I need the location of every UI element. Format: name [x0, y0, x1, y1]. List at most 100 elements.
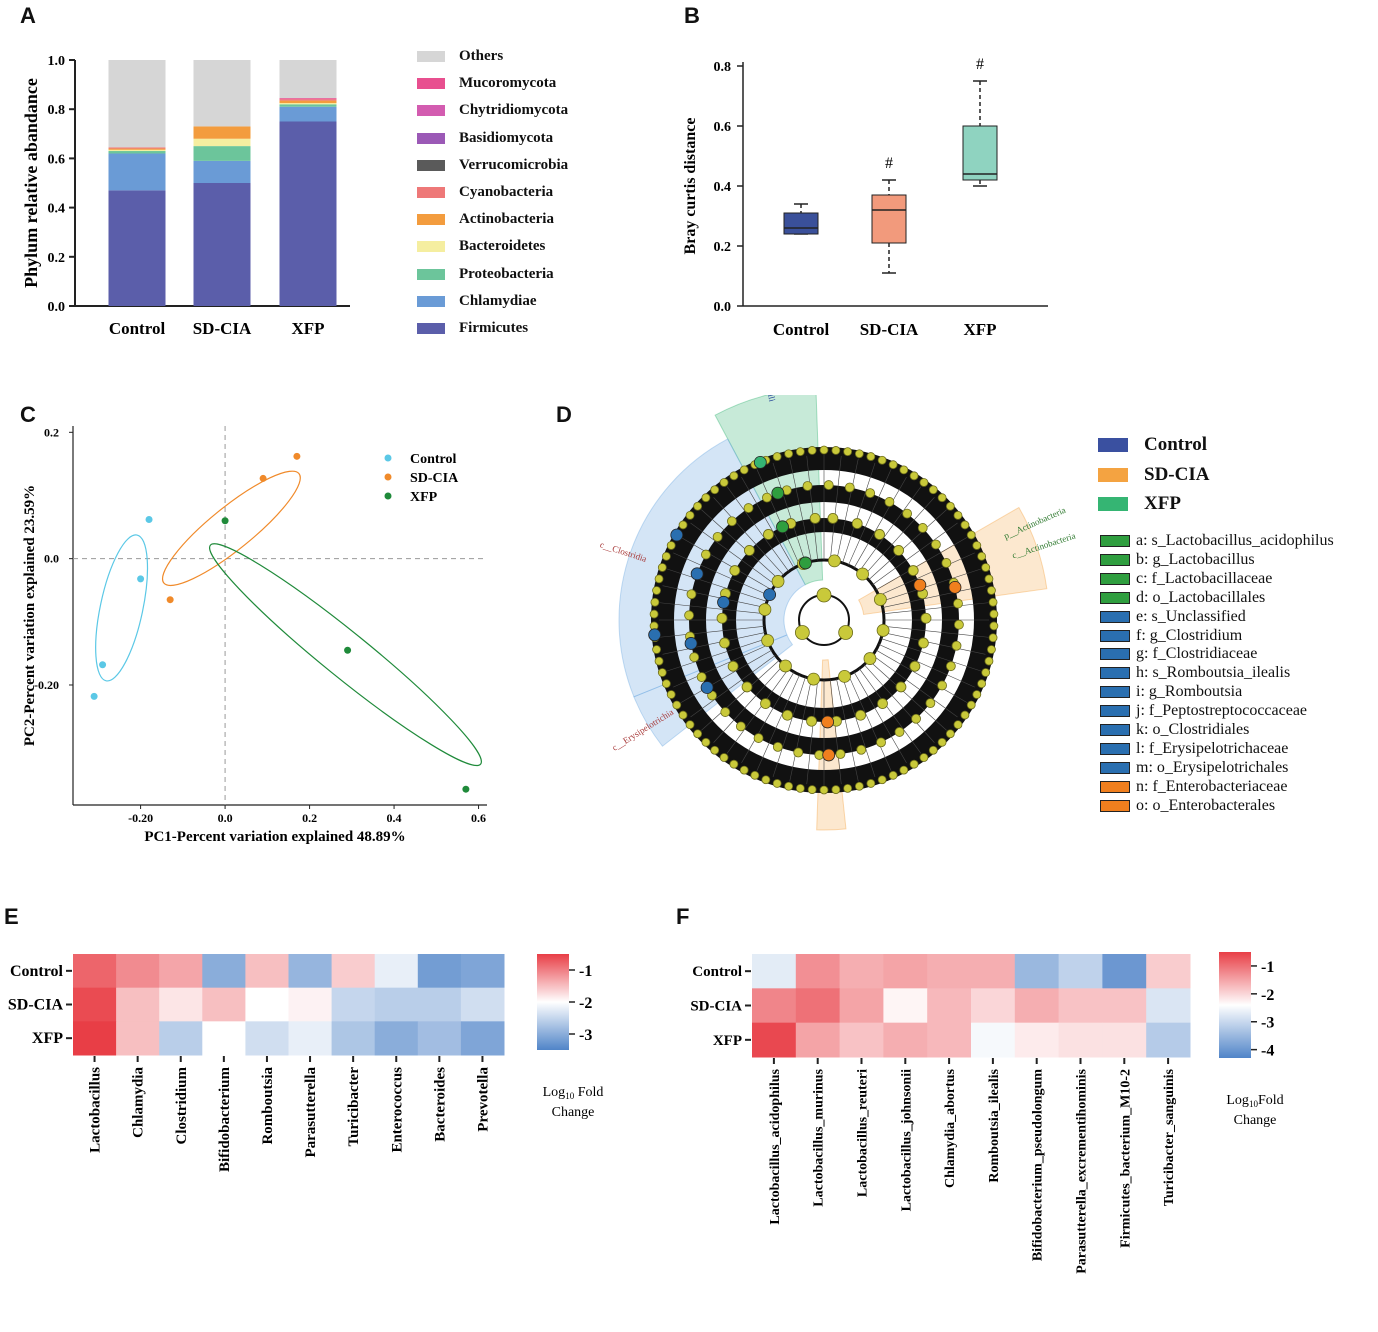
- clado-node: [953, 598, 963, 609]
- bar-segment-control-proteobacteria: [108, 151, 166, 154]
- clado-node: [701, 549, 711, 560]
- heat-cell-xfp-prevotella: [460, 1021, 505, 1056]
- clado-node-leaf: [966, 700, 976, 710]
- clado-node: [802, 481, 813, 491]
- clado-node-leaf: [701, 493, 711, 503]
- clado-node-leaf: [866, 452, 876, 461]
- clado-branch: [836, 678, 859, 782]
- clado-node: [753, 733, 764, 743]
- clado-node: [851, 518, 863, 529]
- row-label: SD-CIA: [690, 999, 742, 1015]
- cladogram-taxa-legend: a: s_Lactobacillus_acidophilus b: g_Lacto…: [1100, 532, 1378, 832]
- legend-label: h: s_Romboutsia_ilealis: [1136, 664, 1291, 682]
- legend-label: l: f_Erysipelotrichaceae: [1136, 739, 1289, 757]
- clado-node-leaf: [719, 753, 729, 762]
- clado-node-leaf: [854, 449, 864, 459]
- clado-node: [902, 508, 913, 519]
- clado-node-leaf: [909, 471, 919, 481]
- bar-segment-xfp-others: [279, 60, 337, 99]
- bar-segment-control-others: [108, 60, 166, 148]
- clado-biomarker-node: [648, 628, 662, 642]
- heat-cell-control-romboutsia: [245, 954, 289, 989]
- legend-label: m: o_Erysipelotrichales: [1136, 758, 1289, 776]
- clado-node-leaf: [831, 446, 841, 455]
- col-label: Bifidobacterium: [217, 1067, 233, 1172]
- clado-node: [954, 619, 964, 630]
- legend-a: Others Mucoromycota Chytridiomycota Basidio…: [417, 48, 617, 338]
- clado-node-leaf: [661, 679, 671, 689]
- clado-branch: [713, 664, 785, 743]
- clado-node: [937, 680, 947, 691]
- legend-label: f: g_Clostridium: [1136, 626, 1243, 644]
- colorbar-label-log: Log: [543, 1085, 566, 1100]
- clado-node-leaf: [750, 770, 760, 780]
- y-axis-label: Phylum relative abandance: [21, 78, 41, 288]
- clado-node: [793, 747, 804, 758]
- clado-node: [931, 539, 941, 550]
- taxon-legend-d: d: o_Lactobacillales: [1100, 589, 1265, 607]
- clado-node: [763, 529, 774, 540]
- legend-label: Bacteroidetes: [459, 238, 546, 255]
- heat-cell-xfp-turicibacter: [331, 1021, 376, 1056]
- clado-node-leaf: [739, 465, 749, 475]
- clado-branch: [680, 537, 773, 591]
- col-label: Romboutsia_ilealis: [987, 1068, 1002, 1182]
- clado-node-leaf: [945, 501, 955, 511]
- legend-swatch: [1100, 535, 1130, 547]
- taxon-legend-k: k: o_Clostridiales: [1100, 721, 1249, 739]
- heat-cell-control-turicibacter: [331, 954, 376, 989]
- legend-swatch: [1098, 438, 1128, 452]
- legend-item-actinobacteria: Actinobacteria: [417, 211, 554, 228]
- clado-biomarker-node: [684, 637, 698, 650]
- legend-label: a: s_Lactobacillus_acidophilus: [1136, 532, 1334, 549]
- heat-cell-sd-cia-firmicutes-bacterium-m10-2: [1102, 988, 1147, 1024]
- colorbar-label-line2: Change: [552, 1105, 595, 1120]
- clado-node-leaf: [937, 737, 947, 747]
- colorbar-tick-label: -2: [579, 995, 592, 1012]
- clado-branch: [806, 455, 819, 561]
- clado-node-leaf: [854, 781, 864, 791]
- clado-node-leaf: [657, 563, 667, 572]
- clado-node-leaf: [928, 745, 938, 755]
- clado-node: [873, 593, 887, 606]
- legend-swatch: [417, 78, 445, 90]
- clado-node: [727, 660, 739, 672]
- clado-node-leaf: [843, 447, 853, 457]
- clado-node-leaf: [919, 753, 929, 762]
- heat-cell-sd-cia-clostridium: [159, 987, 203, 1022]
- legend-swatch: [1100, 648, 1130, 661]
- y-tick-label: 0.2: [714, 240, 732, 255]
- clado-branch: [789, 678, 812, 782]
- heat-cell-control-turicibacter-sanguinis: [1146, 954, 1191, 989]
- bar-segment-sd-cia-firmicutes: [193, 183, 251, 306]
- legend-label: Proteobacteria: [459, 265, 554, 282]
- legend-label: d: o_Lactobacillales: [1136, 588, 1266, 606]
- clado-node-leaf: [649, 609, 659, 619]
- bar-segment-xfp-chlamydiae: [279, 106, 337, 122]
- heat-cell-sd-cia-romboutsia: [245, 987, 289, 1022]
- clado-biomarker-node: [821, 715, 834, 729]
- clado-node-leaf: [772, 452, 782, 461]
- col-label: Bacteroides: [432, 1067, 448, 1142]
- clado-node-leaf: [795, 447, 805, 457]
- clado-branch: [756, 469, 800, 566]
- clado-node-leaf: [784, 781, 794, 791]
- heat-cell-sd-cia-romboutsia-ilealis: [971, 988, 1016, 1024]
- colorbar: [537, 954, 569, 1050]
- clado-node-leaf: [972, 690, 982, 699]
- legend-marker-sd-cia: [384, 473, 392, 481]
- clado-branch: [875, 649, 968, 703]
- heat-cell-xfp-chlamydia-abortus: [927, 1022, 972, 1058]
- legend-label: j: f_Peptostreptococcaceae: [1136, 702, 1308, 720]
- clado-node-leaf: [960, 520, 970, 530]
- legend-item-chlamydiae: Chlamydiae: [417, 293, 537, 310]
- clado-branch: [883, 602, 989, 615]
- clado-node-leaf: [654, 656, 664, 666]
- clado-node-leaf: [888, 460, 898, 470]
- legend-swatch: [417, 295, 445, 307]
- clado-branch: [848, 674, 892, 771]
- clado-branch: [853, 671, 907, 764]
- legend-item-cyanobacteria: Cyanobacteria: [417, 184, 553, 201]
- clado-node: [909, 660, 921, 672]
- clado-node: [729, 565, 741, 576]
